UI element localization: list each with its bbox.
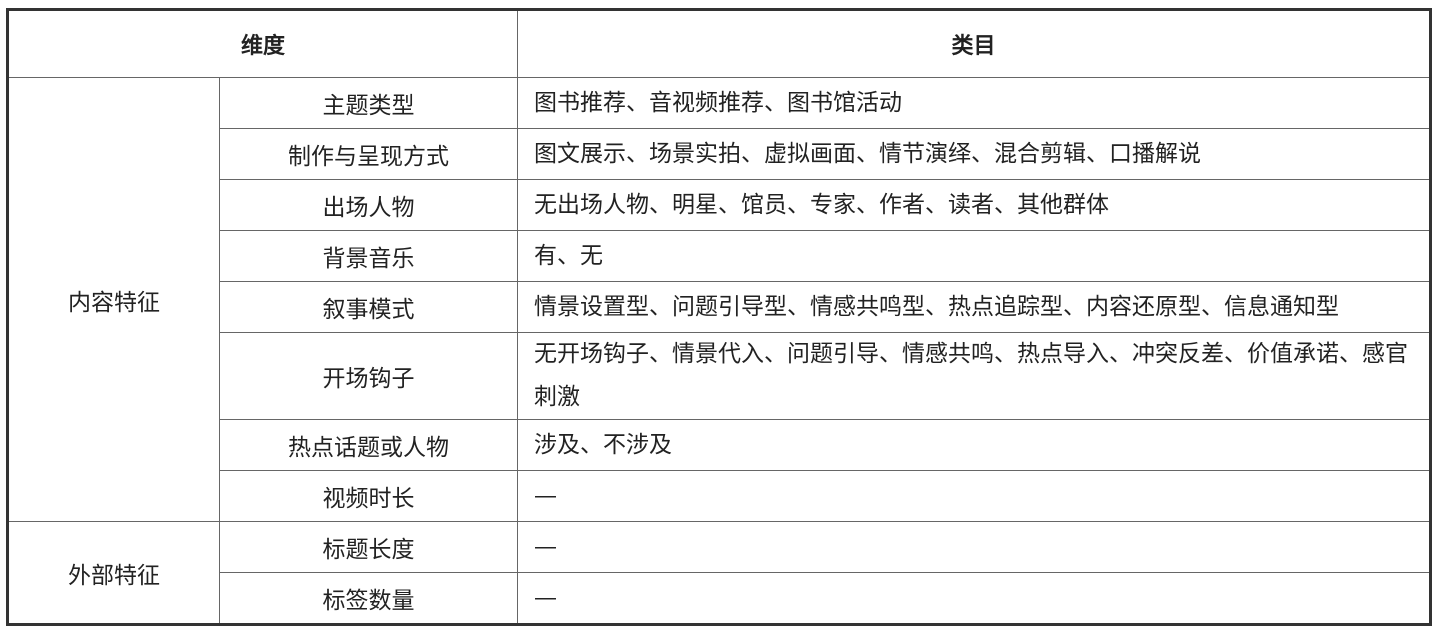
group-label: 内容特征 [7, 77, 220, 522]
table-row: 内容特征 主题类型 图书推荐、音视频推荐、图书馆活动 [7, 77, 1431, 522]
table-row: 开场钩子 无开场钩子、情景代入、问题引导、情感共鸣、热点导入、冲突反差、价值承诺… [8, 332, 1431, 420]
table-row: 叙事模式 情景设置型、问题引导型、情感共鸣型、热点追踪型、内容还原型、信息通知型 [8, 281, 1431, 333]
category-cell: 有、无 [517, 230, 1431, 282]
group-label: 外部特征 [7, 521, 220, 625]
dimension-cell: 开场钩子 [218, 332, 519, 420]
dimension-cell: 视频时长 [218, 470, 519, 522]
category-cell: 无出场人物、明星、馆员、专家、作者、读者、其他群体 [517, 179, 1431, 231]
category-cell: 涉及、不涉及 [517, 419, 1431, 471]
table-row: 出场人物 无出场人物、明星、馆员、专家、作者、读者、其他群体 [8, 179, 1431, 231]
category-cell: — [517, 572, 1431, 625]
dimension-cell: 标签数量 [218, 572, 519, 625]
category-cell: 无开场钩子、情景代入、问题引导、情感共鸣、热点导入、冲突反差、价值承诺、感官刺激 [517, 332, 1431, 420]
table-row: 热点话题或人物 涉及、不涉及 [8, 419, 1431, 471]
feature-table: 维度 类目 内容特征 主题类型 图书推荐、音视频推荐、图书馆活动 制作与呈现方式… [6, 8, 1432, 626]
category-cell: 情景设置型、问题引导型、情感共鸣型、热点追踪型、内容还原型、信息通知型 [517, 281, 1431, 333]
dimension-cell: 标题长度 [218, 521, 519, 573]
dimension-cell: 叙事模式 [218, 281, 519, 333]
header-category: 类目 [517, 9, 1431, 78]
dimension-cell: 主题类型 [218, 77, 519, 129]
header-dimension: 维度 [6, 9, 519, 78]
table-row: 制作与呈现方式 图文展示、场景实拍、虚拟画面、情节演绎、混合剪辑、口播解说 [8, 128, 1431, 180]
table-row: 视频时长 — [8, 470, 1431, 522]
category-cell: — [517, 470, 1431, 522]
category-cell: 图书推荐、音视频推荐、图书馆活动 [517, 77, 1431, 129]
category-cell: — [517, 521, 1431, 573]
dimension-cell: 出场人物 [218, 179, 519, 231]
table-row: 外部特征 标题长度 — [7, 521, 1431, 625]
category-cell: 图文展示、场景实拍、虚拟画面、情节演绎、混合剪辑、口播解说 [517, 128, 1431, 180]
header-row: 维度 类目 [6, 9, 1431, 78]
dimension-cell: 热点话题或人物 [218, 419, 519, 471]
dimension-cell: 制作与呈现方式 [218, 128, 519, 180]
dimension-cell: 背景音乐 [218, 230, 519, 282]
table-row: 标签数量 — [8, 572, 1431, 625]
table-row: 背景音乐 有、无 [8, 230, 1431, 282]
